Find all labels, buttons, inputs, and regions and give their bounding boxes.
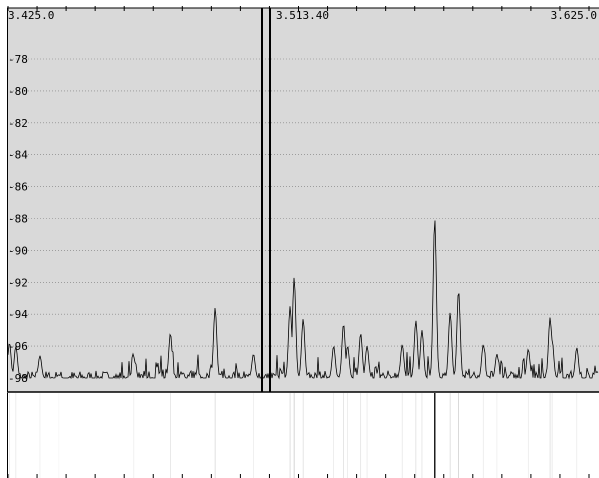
db-label: -94: [8, 308, 28, 321]
db-label: -78: [8, 53, 28, 66]
freq-start-label: 3.425.0: [8, 9, 54, 22]
spectrum-panel[interactable]: 3.425.0 3.513.40 3.625.0 -78 -80 -82 -84 -86…: [0, 0, 599, 393]
waterfall-panel[interactable]: [0, 393, 599, 478]
db-label: -80: [8, 85, 28, 98]
spectrum-trace: [7, 220, 599, 380]
freq-center-label: 3.513.40: [276, 9, 329, 22]
db-scale-labels: -78 -80 -82 -84 -86 -88 -90 -92 -94 -96 -98: [8, 53, 28, 385]
freq-end-label: 3.625.0: [551, 9, 597, 22]
waterfall-background: [7, 393, 599, 478]
db-label: -92: [8, 276, 28, 289]
db-label: -86: [8, 181, 28, 194]
waterfall-ticks: [7, 474, 590, 478]
db-label: -84: [8, 149, 28, 162]
db-label: -98: [8, 372, 28, 385]
spectrum-background: [7, 8, 599, 392]
db-label: -88: [8, 213, 28, 226]
waterfall-signal-streaks: [9, 393, 578, 478]
db-label: -82: [8, 117, 28, 130]
db-label: -90: [8, 244, 28, 257]
db-label: -96: [8, 340, 28, 353]
